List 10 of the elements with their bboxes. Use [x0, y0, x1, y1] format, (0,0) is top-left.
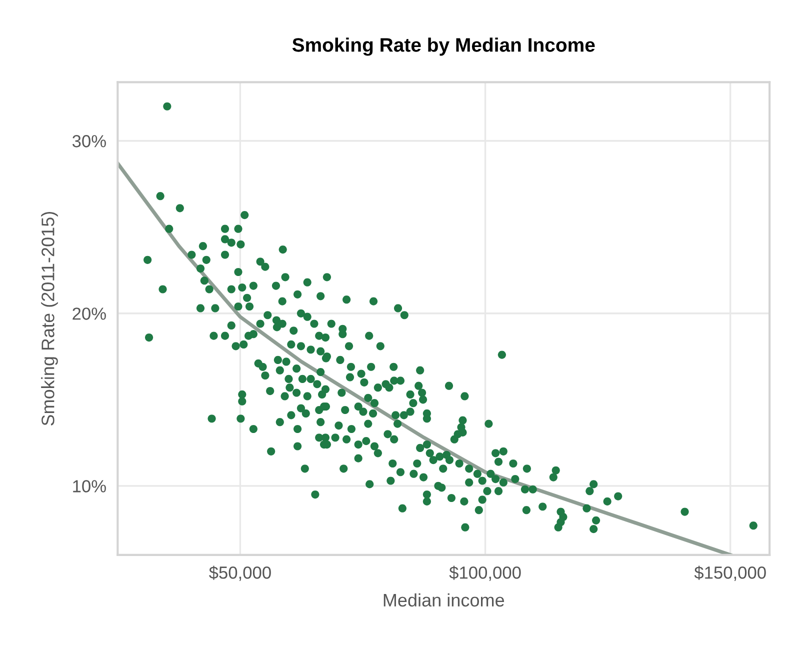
- y-axis-title: Smoking Rate (2011-2015): [41, 212, 58, 426]
- x-tick-label: $150,000: [694, 566, 766, 581]
- y-tick-label: 20%: [72, 308, 106, 320]
- x-axis-title: Median income: [384, 593, 504, 607]
- x-tick-label: $50,000: [209, 566, 271, 581]
- line-series: [118, 161, 732, 555]
- x-tick-label: $100,000: [449, 566, 521, 581]
- y-tick-label: 10%: [73, 480, 106, 492]
- y-tick-label: 30%: [72, 135, 106, 148]
- chart-title: Smoking Rate by Median Income: [292, 38, 595, 56]
